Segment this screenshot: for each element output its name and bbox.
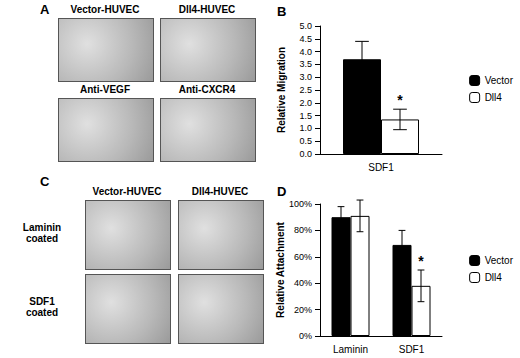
svg-text:100%: 100% — [289, 199, 312, 209]
svg-text:*: * — [418, 253, 424, 269]
svg-text:3.0: 3.0 — [299, 72, 312, 82]
svg-text:Vector: Vector — [485, 75, 514, 86]
svg-text:0.5: 0.5 — [299, 136, 312, 146]
html-text:Dll4-HUVEC: Dll4-HUVEC — [178, 4, 236, 15]
svg-text:Relative Migration: Relative Migration — [276, 47, 287, 133]
svg-text:B: B — [277, 4, 286, 19]
svg-text:Relative Attachment: Relative Attachment — [275, 221, 286, 317]
svg-text:0.0: 0.0 — [299, 149, 312, 159]
svg-text:SDF1: SDF1 — [399, 344, 425, 355]
html-text:Anti-CXCR4: Anti-CXCR4 — [178, 84, 236, 95]
html-text:C: C — [40, 174, 50, 189]
svg-text:20%: 20% — [294, 305, 312, 315]
svg-text:*: * — [397, 92, 403, 108]
svg-text:Laminin: Laminin — [333, 344, 368, 355]
svg-text:SDF1: SDF1 — [368, 162, 394, 173]
html-text:A: A — [40, 2, 50, 17]
html-text:Vector-HUVEC: Vector-HUVEC — [70, 4, 140, 15]
html-text:SDF1 coated: SDF1 coated — [25, 296, 59, 318]
svg-text:D: D — [277, 184, 286, 199]
svg-text:2.0: 2.0 — [299, 98, 312, 108]
html-text:Laminin coated: Laminin coated — [22, 222, 62, 244]
svg-text:80%: 80% — [294, 225, 312, 235]
svg-text:40%: 40% — [294, 278, 312, 288]
svg-text:Dll4: Dll4 — [485, 92, 503, 103]
svg-text:0%: 0% — [299, 331, 312, 341]
svg-text:60%: 60% — [294, 252, 312, 262]
svg-text:4.0: 4.0 — [299, 47, 312, 57]
svg-text:1.5: 1.5 — [299, 111, 312, 121]
svg-text:Dll4: Dll4 — [485, 272, 503, 283]
html-text:Anti-VEGF: Anti-VEGF — [80, 84, 130, 95]
svg-text:3.5: 3.5 — [299, 59, 312, 69]
html-text:Dll4-HUVEC: Dll4-HUVEC — [191, 186, 249, 197]
html-text:Vector-HUVEC: Vector-HUVEC — [92, 186, 162, 197]
svg-text:5.0: 5.0 — [299, 21, 312, 31]
svg-text:2.5: 2.5 — [299, 85, 312, 95]
svg-text:4.5: 4.5 — [299, 34, 312, 44]
svg-text:1.0: 1.0 — [299, 123, 312, 133]
svg-text:Vector: Vector — [485, 255, 514, 266]
